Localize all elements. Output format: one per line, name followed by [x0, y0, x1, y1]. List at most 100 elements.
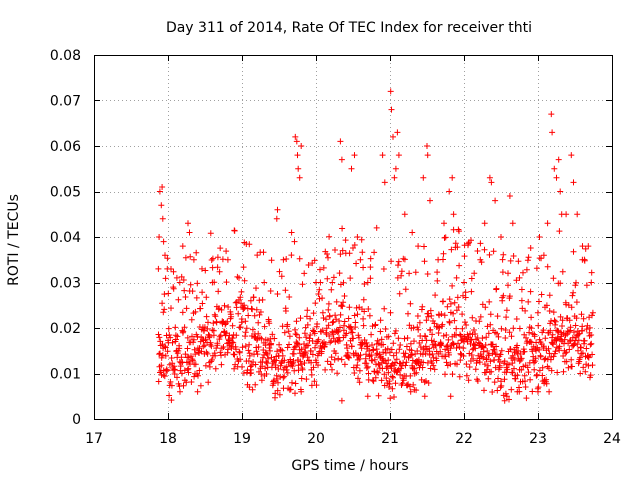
data-point [431, 366, 438, 373]
data-point [204, 350, 211, 357]
data-point [365, 306, 372, 312]
data-point [267, 347, 273, 354]
data-point [374, 368, 380, 375]
data-point [287, 386, 294, 393]
data-point [172, 324, 179, 331]
axis-ticks [94, 55, 613, 420]
data-point [506, 329, 513, 336]
data-point [292, 331, 299, 337]
data-point [155, 331, 162, 338]
data-point [156, 351, 163, 358]
data-point [531, 333, 538, 340]
data-point [453, 325, 460, 332]
data-point [319, 295, 326, 302]
data-point [298, 143, 305, 149]
data-point [450, 341, 457, 348]
data-point [293, 138, 300, 145]
data-point [213, 319, 220, 326]
data-point [561, 336, 568, 343]
data-point [278, 273, 285, 280]
data-point [538, 255, 545, 262]
data-point [268, 257, 275, 264]
data-point [496, 364, 503, 371]
data-point [518, 366, 525, 373]
data-point [333, 298, 340, 305]
data-point [407, 383, 413, 390]
data-point [577, 370, 584, 377]
data-point [209, 255, 216, 262]
data-point [273, 215, 280, 222]
data-point [589, 351, 596, 358]
data-point [271, 335, 278, 342]
data-point [301, 270, 308, 277]
data-point [289, 379, 295, 386]
data-point [356, 367, 363, 374]
data-point [486, 352, 492, 359]
data-point [529, 348, 536, 355]
data-point [328, 354, 335, 361]
data-point [414, 313, 421, 319]
data-point [476, 359, 483, 366]
data-point [358, 345, 365, 352]
data-point [434, 269, 441, 276]
data-point [266, 341, 273, 348]
data-point [491, 379, 498, 386]
data-point [512, 375, 519, 382]
data-point [281, 357, 288, 364]
data-point [550, 353, 557, 360]
data-point [384, 345, 391, 352]
data-point [337, 251, 344, 258]
data-point [216, 333, 223, 340]
data-point [388, 365, 395, 372]
data-point [397, 342, 404, 348]
data-point [177, 388, 183, 395]
data-point [441, 220, 447, 227]
data-point [540, 343, 547, 350]
data-point [468, 275, 475, 282]
data-point [454, 294, 461, 301]
data-point [557, 313, 564, 320]
data-point [525, 254, 532, 261]
data-point [245, 312, 252, 319]
data-point [225, 304, 232, 310]
data-point [246, 341, 253, 348]
data-point [235, 297, 242, 303]
data-point [199, 289, 206, 296]
data-point [367, 264, 374, 271]
data-point [361, 281, 368, 287]
data-point [522, 307, 529, 314]
data-point [465, 377, 472, 384]
data-point [375, 360, 382, 367]
data-point [462, 319, 468, 326]
data-point [407, 352, 414, 359]
data-point [301, 330, 308, 337]
data-point [575, 331, 582, 338]
data-point [404, 382, 411, 389]
data-point [386, 381, 393, 387]
data-point [528, 314, 535, 321]
data-point [557, 188, 564, 195]
data-point [583, 282, 590, 289]
data-point [470, 327, 477, 333]
data-point [407, 388, 414, 395]
data-point [312, 344, 318, 351]
data-point [164, 348, 171, 355]
data-point [449, 340, 456, 347]
data-point [158, 202, 165, 209]
data-point [572, 322, 579, 329]
data-point [445, 336, 452, 343]
data-point [186, 229, 193, 236]
data-point [348, 326, 355, 332]
data-point [431, 320, 438, 327]
data-point [442, 371, 448, 378]
data-point [488, 179, 495, 186]
data-point [450, 211, 457, 218]
data-point [588, 279, 595, 286]
data-point [174, 333, 181, 340]
data-point [427, 326, 434, 333]
data-point [503, 393, 510, 400]
data-point [485, 375, 492, 382]
data-point [332, 247, 338, 253]
data-point [447, 345, 454, 352]
data-point [533, 372, 540, 379]
